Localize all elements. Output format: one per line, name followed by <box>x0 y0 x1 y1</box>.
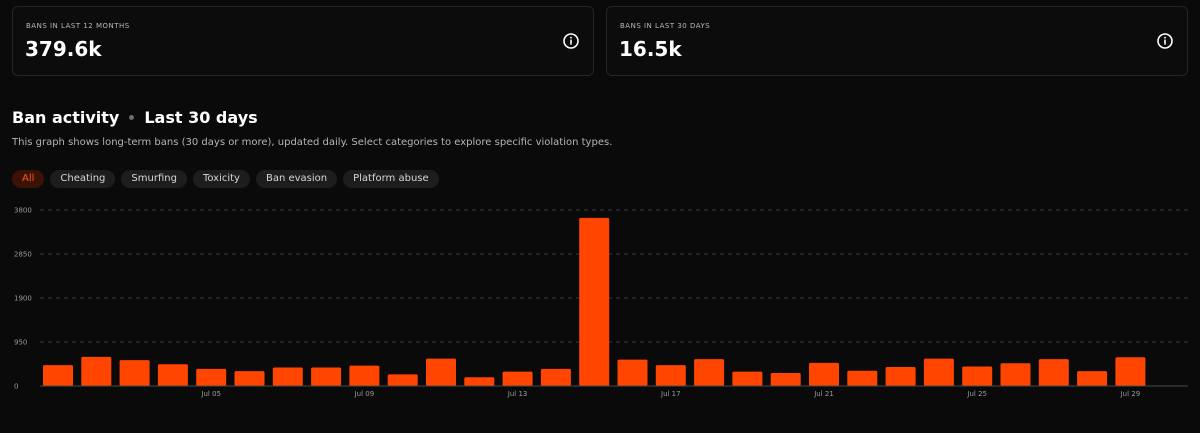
title-separator-dot <box>129 115 135 120</box>
x-tick-label: Jul 09 <box>354 390 375 398</box>
bar-jul-08 <box>311 367 342 386</box>
info-icon[interactable] <box>1156 32 1174 50</box>
bar-jul-22 <box>847 370 878 386</box>
bar-jul-25 <box>962 366 993 386</box>
x-tick-label: Jul 17 <box>660 390 681 398</box>
info-icon[interactable] <box>562 32 580 50</box>
stat-card-30-days: BANS IN LAST 30 DAYS 16.5k <box>606 6 1188 76</box>
bar-jul-13 <box>502 371 533 386</box>
bar-jul-18 <box>694 359 725 386</box>
filter-all[interactable]: All <box>12 170 45 188</box>
filter-toxicity[interactable]: Toxicity <box>192 170 250 188</box>
bar-jul-04 <box>157 364 188 386</box>
bar-jul-15 <box>579 217 610 386</box>
stat-value-30-days: 16.5k <box>619 37 682 61</box>
bar-jul-17 <box>655 365 686 386</box>
y-tick-label: 950 <box>14 339 27 347</box>
bar-jul-29 <box>1115 357 1146 386</box>
bar-jul-09 <box>349 365 380 386</box>
bar-jul-24 <box>923 358 954 386</box>
filter-platform-abuse[interactable]: Platform abuse <box>343 170 439 188</box>
bar-jul-01 <box>43 365 73 386</box>
bar-jul-16 <box>617 359 648 386</box>
section-period: Last 30 days <box>144 108 258 127</box>
bar-jul-12 <box>464 377 495 386</box>
category-filters: All Cheating Smurfing Toxicity Ban evasi… <box>12 170 439 188</box>
stat-label-30-days: BANS IN LAST 30 DAYS <box>620 22 711 30</box>
section-title: Ban activity Last 30 days <box>12 108 258 127</box>
y-tick-label: 2850 <box>14 251 32 259</box>
x-tick-label: Jul 13 <box>507 390 528 398</box>
bar-jul-03 <box>119 360 150 386</box>
bar-jul-27 <box>1038 359 1069 386</box>
bar-jul-10 <box>387 374 418 386</box>
bar-jul-21 <box>809 362 839 386</box>
y-tick-label: 3800 <box>14 207 32 215</box>
bar-jul-05 <box>196 368 227 386</box>
x-tick-label: Jul 25 <box>966 390 987 398</box>
filter-smurfing[interactable]: Smurfing <box>121 170 187 188</box>
bar-jul-14 <box>540 368 571 386</box>
bar-jul-11 <box>426 358 456 386</box>
bar-jul-02 <box>81 356 112 386</box>
bar-jul-07 <box>272 367 303 386</box>
bar-jul-20 <box>770 373 801 386</box>
section-description: This graph shows long-term bans (30 days… <box>12 137 613 148</box>
filter-ban-evasion[interactable]: Ban evasion <box>255 170 338 188</box>
stat-value-12-months: 379.6k <box>25 37 102 61</box>
bar-jul-06 <box>234 371 265 386</box>
bar-jul-23 <box>885 367 916 386</box>
x-tick-label: Jul 21 <box>813 390 834 398</box>
stat-card-12-months: BANS IN LAST 12 MONTHS 379.6k <box>12 6 594 76</box>
bar-jul-19 <box>732 371 763 386</box>
ban-activity-chart: 0 950 1900 2850 3800 Jul 05 Jul 09 Jul 13 Jul 17… <box>14 207 1188 398</box>
bar-jul-26 <box>1000 363 1031 386</box>
x-tick-label: Jul 05 <box>200 390 221 398</box>
bar-jul-28 <box>1077 371 1108 386</box>
section-title-text: Ban activity <box>12 108 120 127</box>
stat-label-12-months: BANS IN LAST 12 MONTHS <box>26 22 130 30</box>
y-tick-label: 1900 <box>14 295 32 303</box>
x-tick-label: Jul 29 <box>1120 390 1141 398</box>
filter-cheating[interactable]: Cheating <box>50 170 116 188</box>
y-tick-label: 0 <box>14 383 18 391</box>
